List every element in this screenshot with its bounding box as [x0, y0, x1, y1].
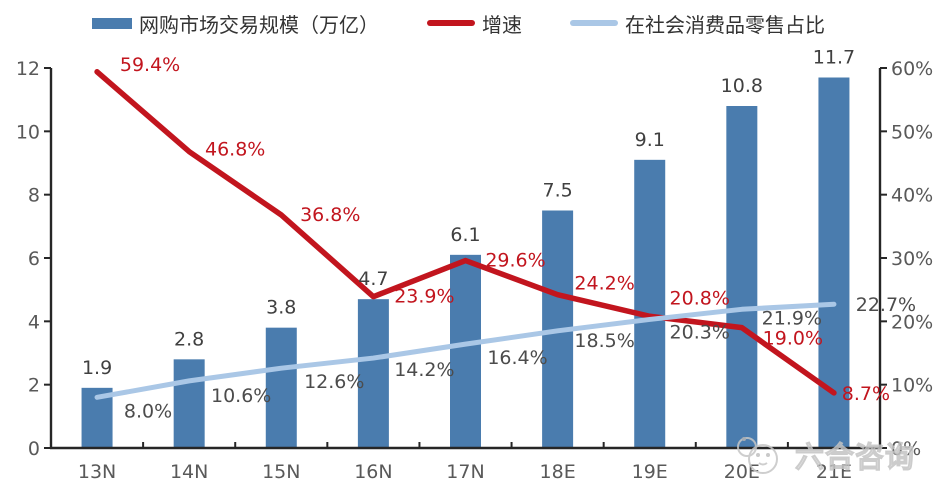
left-axis-tick-label: 2 — [28, 375, 40, 397]
line-swatch-icon — [427, 20, 475, 26]
left-axis-tick-label: 10 — [16, 121, 40, 143]
bar-14N — [173, 359, 205, 448]
bar-value-label: 7.5 — [543, 180, 573, 202]
growth-point-label: 20.8% — [670, 287, 730, 309]
legend-item-bar-series: 网购市场交易规模（万亿） — [92, 9, 379, 38]
legend-label-bar-series: 网购市场交易规模（万亿） — [139, 12, 379, 37]
bar-16N — [357, 299, 389, 448]
right-axis-tick-label: 30% — [891, 248, 933, 270]
bar-swatch-icon — [92, 17, 132, 29]
right-axis-tick-label: 40% — [891, 185, 933, 207]
x-axis-category-label: 16N — [354, 461, 392, 483]
bar-19E — [634, 159, 666, 449]
x-axis-category-label: 13N — [78, 461, 116, 483]
growth-line — [94, 69, 837, 396]
share-point-label: 10.6% — [211, 385, 271, 407]
bar-value-label: 6.1 — [450, 224, 480, 246]
growth-point-label: 23.9% — [394, 286, 454, 308]
bar-value-label: 1.9 — [82, 357, 112, 379]
right-axis-tick-label: 0% — [891, 438, 921, 460]
left-axis-tick-label: 6 — [28, 248, 40, 270]
legend-label-growth-line: 增速 — [482, 12, 522, 37]
right-axis-tick-label: 20% — [891, 311, 933, 333]
share-point-label: 21.9% — [762, 307, 822, 329]
x-axis-category-label: 18E — [540, 461, 576, 483]
bar-value-label: 2.8 — [174, 328, 204, 350]
bar-value-label: 11.7 — [813, 47, 855, 69]
left-axis-tick-label: 12 — [16, 58, 40, 80]
left-axis-tick-label: 0 — [28, 438, 40, 460]
bar-15N — [265, 327, 297, 448]
share-point-label: 16.4% — [487, 347, 547, 369]
bar-value-label: 4.7 — [358, 268, 388, 290]
legend-item-share-line: 在社会消费品零售占比 — [570, 9, 825, 38]
x-axis-category-label: 19E — [632, 461, 668, 483]
legend-item-growth-line: 增速 — [427, 9, 522, 38]
growth-point-label: 29.6% — [485, 250, 545, 272]
x-axis-category-label: 15N — [262, 461, 300, 483]
legend: 网购市场交易规模（万亿） 增速 在社会消费品零售占比 — [92, 6, 825, 40]
share-line — [94, 301, 837, 400]
left-axis-tick-label: 8 — [28, 185, 40, 207]
share-point-label: 8.0% — [124, 400, 172, 422]
left-axis-tick-label: 4 — [28, 311, 40, 333]
bar-value-label: 10.8 — [721, 75, 763, 97]
x-axis-category-label: 14N — [170, 461, 208, 483]
share-point-label: 18.5% — [574, 330, 634, 352]
x-axis-category-label: 21E — [816, 461, 852, 483]
growth-point-label: 24.2% — [574, 273, 634, 295]
growth-point-label: 36.8% — [300, 204, 360, 226]
growth-point-label: 46.8% — [205, 139, 265, 161]
line-swatch-icon — [570, 20, 618, 26]
share-point-label: 12.6% — [304, 371, 364, 393]
share-point-label: 14.2% — [394, 359, 454, 381]
right-axis-tick-label: 50% — [891, 121, 933, 143]
bar-value-label: 9.1 — [635, 129, 665, 151]
legend-label-share-line: 在社会消费品零售占比 — [625, 12, 825, 37]
growth-point-label: 8.7% — [842, 383, 890, 405]
right-axis-tick-label: 60% — [891, 58, 933, 80]
x-axis-category-label: 17N — [446, 461, 484, 483]
bar-value-label: 3.8 — [266, 297, 296, 319]
growth-point-label: 19.0% — [763, 328, 823, 350]
growth-point-label: 59.4% — [120, 54, 180, 76]
bar-17N — [450, 254, 481, 448]
right-axis-tick-label: 10% — [891, 375, 933, 397]
bar-20E — [726, 106, 758, 448]
share-point-label: 20.3% — [670, 321, 730, 343]
x-axis-category-label: 20E — [724, 461, 760, 483]
share-point-label: 22.7% — [856, 294, 916, 316]
